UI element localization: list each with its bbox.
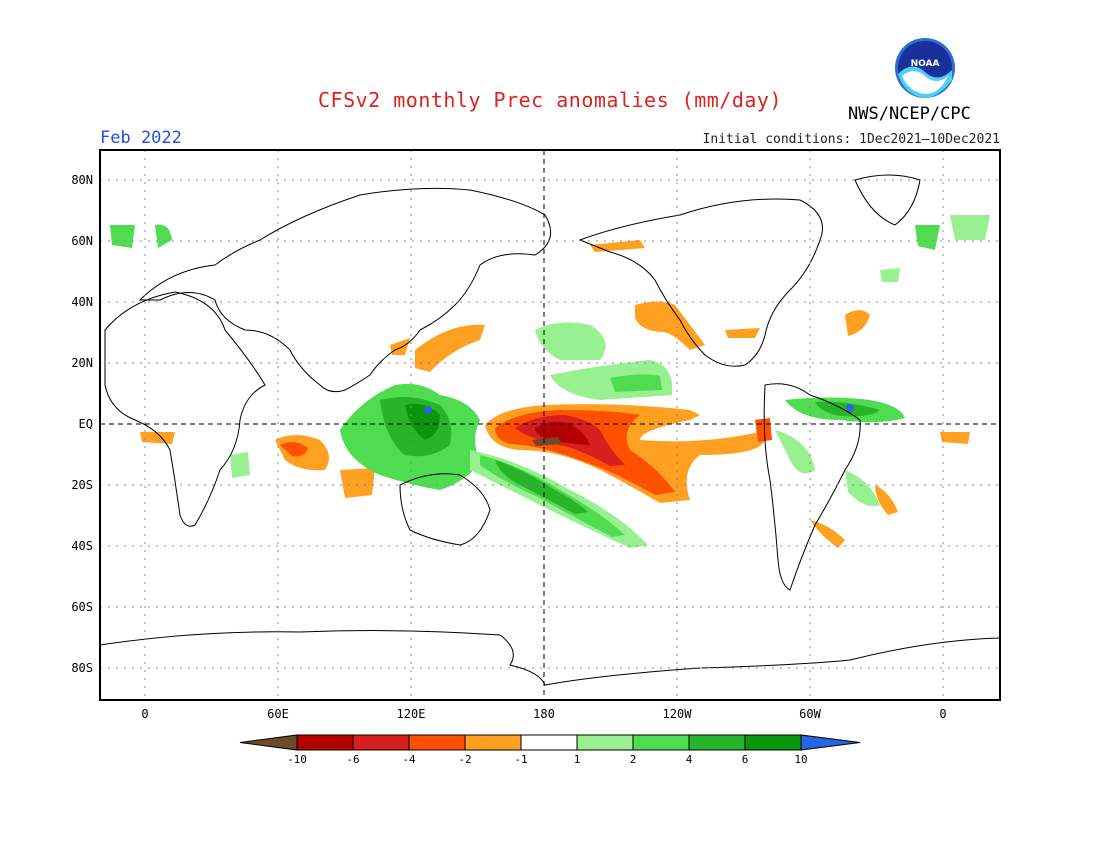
initial-conditions: Initial conditions: 1Dec2021–10Dec2021 (702, 132, 1000, 147)
lat-label: 60N (71, 234, 93, 248)
lat-label: 40S (71, 539, 93, 553)
map-title: CFSv2 monthly Prec anomalies (mm/day) (317, 88, 783, 112)
legend-tick-label: -6 (346, 753, 359, 766)
legend-arrow-high (800, 734, 861, 751)
legend-tick-label: 6 (742, 753, 749, 766)
legend-arrow-low (239, 734, 298, 751)
anomaly-shading (110, 215, 990, 548)
agency-label: NWS/NCEP/CPC (848, 104, 971, 124)
lat-label: 80N (71, 173, 93, 187)
legend-tick-label: 10 (794, 753, 807, 766)
legend-swatch (520, 734, 578, 751)
noaa-logo-icon: NOAA (895, 38, 955, 98)
legend-swatch (744, 734, 802, 751)
legend-swatch (688, 734, 746, 751)
lon-label: 0 (939, 707, 946, 721)
legend-tick-label: 2 (630, 753, 637, 766)
lat-label: 60S (71, 600, 93, 614)
color-legend: -10 -6 -4 -2 -1 1 2 4 6 10 (239, 734, 861, 766)
lon-label: 120E (397, 707, 426, 721)
lon-label: 0 (141, 707, 148, 721)
forecast-month: Feb 2022 (100, 128, 182, 148)
legend-tick-label: -1 (514, 753, 527, 766)
lon-label: 60E (267, 707, 289, 721)
lat-label: EQ (79, 417, 93, 431)
legend-swatch (464, 734, 522, 751)
legend-swatch (576, 734, 634, 751)
legend-tick-label: -10 (287, 753, 307, 766)
noaa-logo-text: NOAA (911, 59, 940, 69)
coastlines (99, 174, 1001, 686)
map-frame (99, 149, 1001, 701)
legend-swatch (632, 734, 690, 751)
legend-tick-label: -4 (402, 753, 416, 766)
lon-label: 60W (799, 707, 821, 721)
graticule (100, 150, 1000, 700)
legend-tick-label: 4 (686, 753, 693, 766)
legend-swatch (296, 734, 354, 751)
lat-label: 20N (71, 356, 93, 370)
legend-tick-label: 1 (574, 753, 581, 766)
lon-label: 180 (533, 707, 555, 721)
legend-swatch (408, 734, 466, 751)
legend-tick-label: -2 (458, 753, 471, 766)
lat-label: 40N (71, 295, 93, 309)
lat-label: 20S (71, 478, 93, 492)
lat-label: 80S (71, 661, 93, 675)
legend-swatch (352, 734, 410, 751)
lon-label: 120W (663, 707, 693, 721)
equator-dateline (100, 150, 1000, 700)
